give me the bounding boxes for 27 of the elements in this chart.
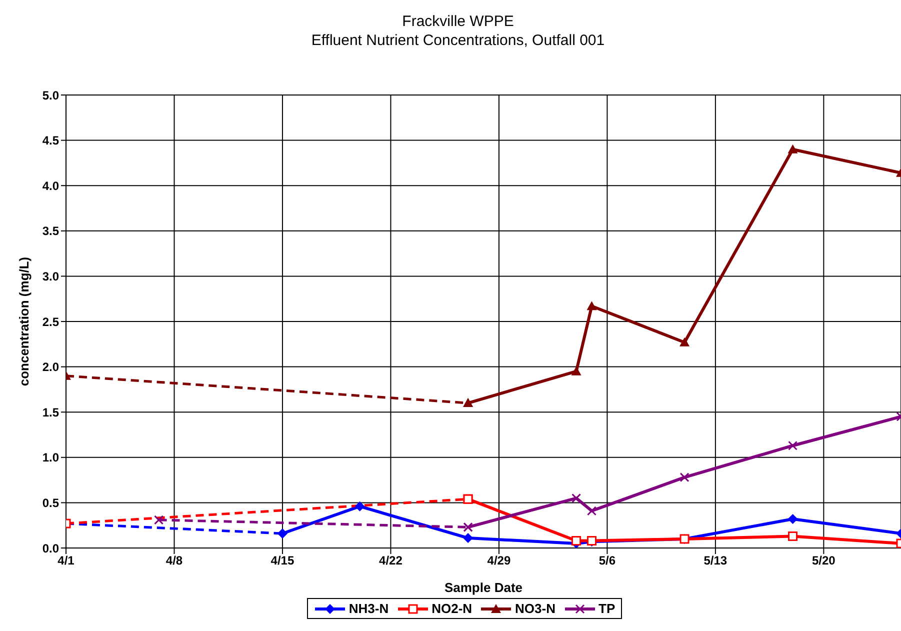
y-tick-label: 1.0 (42, 450, 60, 465)
y-tick-label: 3.0 (42, 269, 60, 284)
x-tick-label: 4/29 (487, 554, 511, 568)
x-tick-label: 5/20 (812, 554, 836, 568)
x-tick-label: 4/15 (270, 554, 294, 568)
y-tick-label: 2.5 (42, 314, 60, 329)
chart-title: Frackville WPPE (401, 12, 515, 31)
y-tick-label: 2.0 (42, 360, 60, 374)
y-tick-label: 4.0 (42, 178, 60, 193)
legend-label: NO2-N (430, 601, 472, 616)
y-tick-label: 0.5 (42, 496, 60, 510)
y-tick-label: 1.5 (42, 405, 60, 420)
x-tick-label: 4/22 (379, 554, 403, 568)
legend-label: NH3-N (348, 601, 389, 616)
x-axis-title: Sample Date (444, 580, 523, 595)
y-tick-label: 4.5 (42, 134, 60, 148)
y-tick-label: 3.5 (42, 224, 60, 238)
legend-label: NO3-N (514, 601, 556, 616)
y-tick-label: 5.0 (42, 88, 60, 102)
y-tick-label: 0.0 (42, 541, 60, 556)
legend-label: TP (598, 601, 616, 616)
chart-subtitle: Effluent Nutrient Concentrations, Outfall 001 (310, 31, 606, 50)
y-axis-title: concentration (mg/L) (16, 256, 32, 386)
x-tick-label: 4/1 (58, 554, 75, 568)
x-tick-label: 5/6 (598, 554, 616, 568)
x-tick-label: 4/8 (166, 554, 183, 568)
x-tick-label: 5/13 (704, 554, 728, 568)
